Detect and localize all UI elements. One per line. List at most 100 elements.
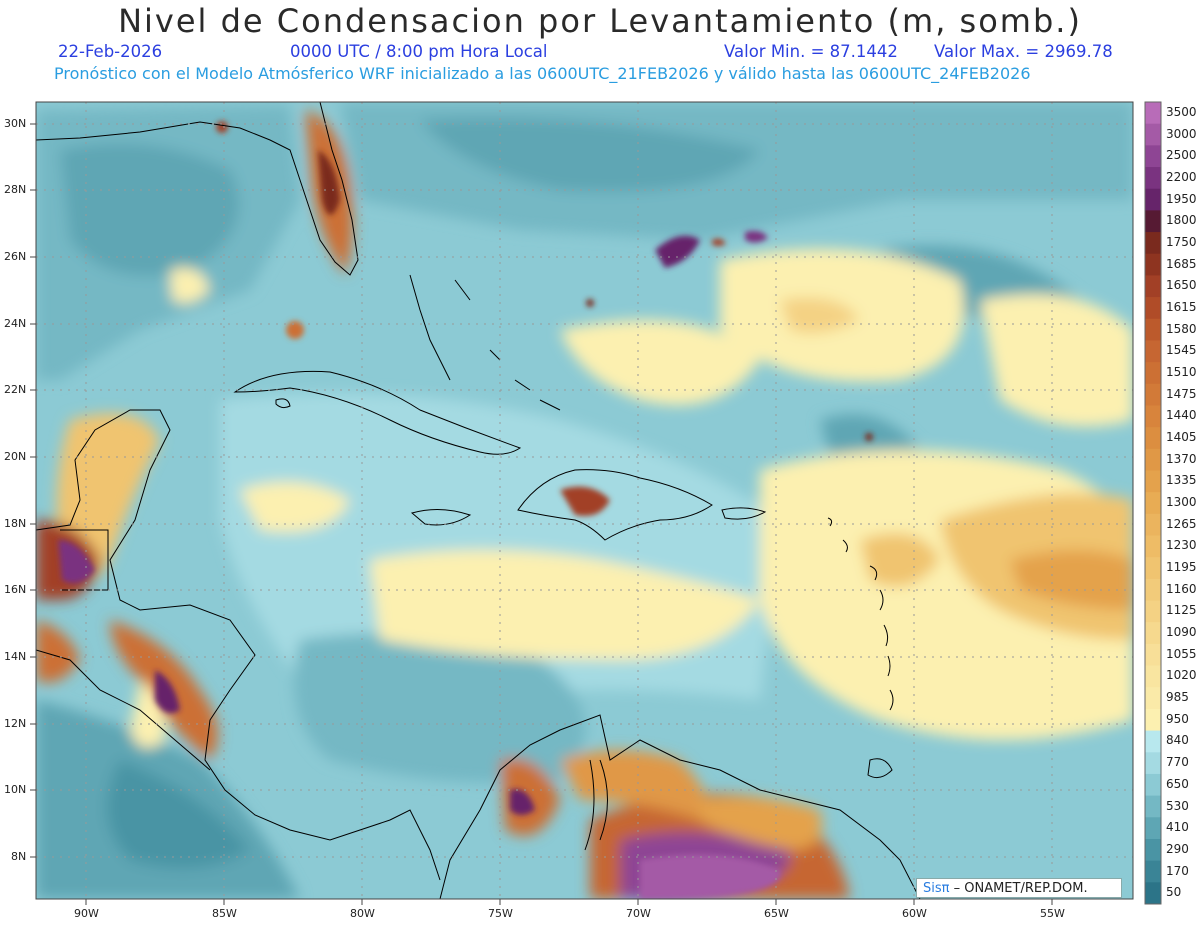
- lat-label-10n: 10N: [4, 783, 27, 796]
- colorbar-swatch: [1145, 708, 1161, 732]
- colorbar-label: 3000: [1166, 126, 1197, 141]
- colorbar-label: 985: [1166, 690, 1189, 705]
- colorbar-swatch: [1145, 665, 1161, 688]
- colorbar-swatch: [1145, 145, 1161, 168]
- colorbar-swatch: [1145, 687, 1161, 710]
- colorbar-label: 1230: [1166, 538, 1197, 553]
- sis-logo: Sisπ: [923, 881, 950, 896]
- colorbar-swatch: [1145, 470, 1161, 493]
- colorbar-swatch: [1145, 448, 1161, 471]
- colorbar-swatch: [1145, 210, 1161, 233]
- colorbar-swatch: [1145, 557, 1161, 580]
- colorbar-swatch: [1145, 882, 1161, 905]
- colorbar-label: 1750: [1166, 234, 1197, 249]
- graticule: [36, 102, 1133, 899]
- colorbar-label: 840: [1166, 733, 1189, 748]
- colorbar-label: 1545: [1166, 343, 1197, 358]
- colorbar-swatch: [1145, 838, 1161, 862]
- map-title: Nivel de Condensacion por Levantamiento …: [118, 2, 1082, 40]
- colorbar: [1144, 101, 1162, 905]
- lat-label-28n: 28N: [4, 183, 27, 196]
- colorbar-swatch: [1145, 578, 1161, 602]
- coastlines: [36, 102, 921, 899]
- lat-label-22n: 22N: [4, 383, 27, 396]
- lat-label-30n: 30N: [4, 117, 27, 130]
- colorbar-swatch: [1145, 253, 1161, 276]
- colorbar-swatch: [1145, 102, 1161, 125]
- colorbar-swatch: [1145, 340, 1161, 363]
- lat-label-14n: 14N: [4, 650, 27, 663]
- colorbar-label: 1090: [1166, 625, 1197, 640]
- colorbar-swatch: [1145, 362, 1161, 385]
- colorbar-swatch: [1145, 730, 1161, 753]
- colorbar-swatch: [1145, 188, 1161, 211]
- credit-text: – ONAMET/REP.DOM.: [953, 881, 1088, 896]
- colorbar-label: 290: [1166, 841, 1189, 856]
- colorbar-swatch: [1145, 427, 1161, 450]
- colorbar-label: 1580: [1166, 321, 1197, 336]
- lon-label-80w: 80W: [350, 907, 375, 920]
- lon-label-75w: 75W: [488, 907, 513, 920]
- colorbar-label: 1405: [1166, 430, 1197, 444]
- forecast-date: 22-Feb-2026: [58, 42, 163, 61]
- colorbar-label: 1650: [1166, 278, 1197, 293]
- colorbar-label: 1265: [1166, 516, 1197, 531]
- colorbar-swatch: [1145, 275, 1161, 298]
- colorbar-swatch: [1145, 405, 1161, 428]
- forecast-time: 0000 UTC / 8:00 pm Hora Local: [290, 42, 548, 61]
- colorbar-label: 2200: [1166, 169, 1197, 184]
- colorbar-swatch: [1145, 860, 1161, 883]
- colorbar-swatch: [1145, 318, 1161, 341]
- colorbar-label: 170: [1166, 863, 1189, 878]
- colorbar-swatch: [1145, 123, 1161, 146]
- colorbar-swatch: [1145, 817, 1161, 840]
- colorbar-label: 1370: [1166, 451, 1197, 466]
- axis-ticks: [30, 123, 1053, 905]
- colorbar-swatch: [1145, 795, 1161, 818]
- lon-label-65w: 65W: [764, 907, 789, 920]
- colorbar-swatch: [1145, 600, 1161, 623]
- colorbar-label: 1615: [1166, 299, 1197, 314]
- colorbar-label: 1125: [1166, 603, 1197, 618]
- colorbar-label: 770: [1166, 755, 1189, 770]
- colorbar-label: 1300: [1166, 495, 1197, 509]
- lat-label-8n: 8N: [11, 850, 27, 863]
- lon-label-90w: 90W: [74, 907, 99, 920]
- colorbar-swatch: [1145, 535, 1161, 558]
- colorbar-label: 1335: [1166, 473, 1197, 488]
- colorbar-label: 1800: [1166, 213, 1197, 228]
- colorbar-swatch: [1145, 622, 1161, 645]
- colorbar-label: 1020: [1166, 668, 1197, 683]
- lon-label-55w: 55W: [1040, 907, 1065, 920]
- colorbar-label: 50: [1166, 885, 1182, 900]
- colorbar-label: 1440: [1166, 408, 1197, 423]
- colorbar-label: 530: [1166, 798, 1189, 813]
- colorbar-swatch: [1145, 752, 1161, 775]
- colorbar-label: 1510: [1166, 364, 1197, 379]
- colorbar-frame: [1144, 101, 1162, 905]
- lat-label-18n: 18N: [4, 517, 27, 530]
- colorbar-label: 1055: [1166, 646, 1197, 661]
- colorbar-swatch: [1145, 773, 1161, 797]
- colorbar-swatch: [1145, 232, 1161, 255]
- colorbar-swatch: [1145, 513, 1161, 537]
- colorbar-swatch: [1145, 492, 1161, 515]
- lat-label-20n: 20N: [4, 450, 27, 463]
- credit-box: Sisπ – ONAMET/REP.DOM.: [916, 878, 1122, 898]
- lat-label-16n: 16N: [4, 583, 27, 596]
- max-value: Valor Max. = 2969.78: [934, 42, 1113, 61]
- model-info: Pronóstico con el Modelo Atmósferico WRF…: [54, 64, 1031, 83]
- colorbar-label: 1950: [1166, 191, 1197, 206]
- lon-label-85w: 85W: [212, 907, 237, 920]
- colorbar-swatch: [1145, 167, 1161, 190]
- lat-label-12n: 12N: [4, 717, 27, 730]
- colorbar-label: 950: [1166, 711, 1189, 726]
- map-frame: [35, 101, 1134, 900]
- colorbar-label: 1160: [1166, 581, 1197, 596]
- lon-label-70w: 70W: [626, 907, 651, 920]
- lat-label-24n: 24N: [4, 317, 27, 330]
- colorbar-label: 650: [1166, 776, 1189, 791]
- min-value: Valor Min. = 87.1442: [724, 42, 898, 61]
- lat-label-26n: 26N: [4, 250, 27, 263]
- colorbar-label: 1195: [1166, 560, 1197, 574]
